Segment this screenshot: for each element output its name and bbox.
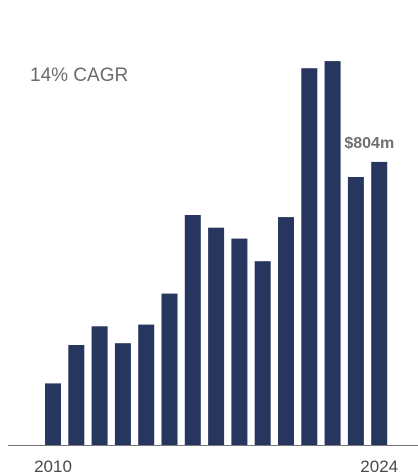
bar-2019: [254, 261, 271, 445]
bar-2022: [324, 61, 341, 445]
bar-2023: [347, 177, 364, 445]
x-tick-label-2010: 2010: [34, 457, 72, 476]
x-tick-labels: 2010 2024: [34, 457, 398, 476]
bar-2011: [68, 345, 85, 445]
bar-2015: [161, 293, 178, 445]
x-tick-label-2024: 2024: [360, 457, 398, 476]
bar-2017: [208, 227, 225, 445]
bar-2021: [301, 68, 318, 445]
bars-group: [45, 61, 388, 445]
bar-2012: [91, 326, 108, 445]
value-label-2024: $804m: [344, 135, 394, 152]
bar-2024: [371, 161, 388, 445]
cagr-annotation: 14% CAGR: [30, 65, 128, 86]
bar-2018: [231, 238, 248, 445]
bar-2014: [138, 324, 155, 445]
bar-2010: [45, 383, 61, 445]
bar-2013: [114, 343, 131, 445]
bar-2020: [278, 217, 294, 445]
bar-2016: [184, 215, 201, 445]
